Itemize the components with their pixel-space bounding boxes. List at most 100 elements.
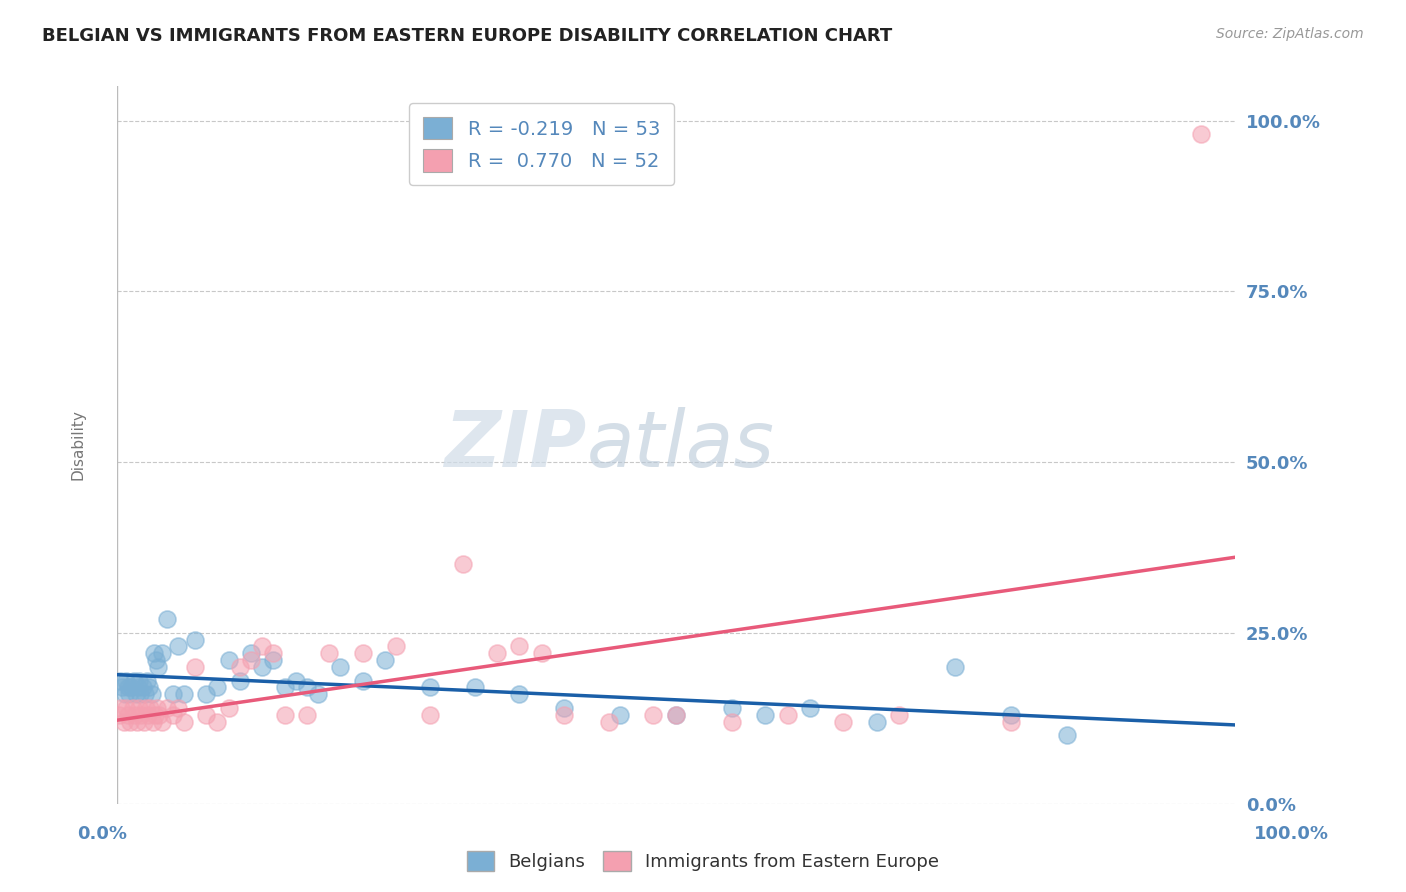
Text: Disability: Disability: [70, 409, 86, 481]
Point: [643, 707, 665, 722]
Point: [374, 653, 396, 667]
Point: [419, 681, 441, 695]
Point: [329, 660, 352, 674]
Point: [136, 707, 159, 722]
Text: ZIP: ZIP: [444, 407, 586, 483]
Point: [125, 714, 148, 729]
Point: [207, 714, 229, 729]
Point: [485, 646, 508, 660]
Point: [156, 701, 179, 715]
Point: [162, 707, 184, 722]
Point: [129, 687, 152, 701]
Point: [508, 640, 530, 654]
Point: [136, 673, 159, 688]
Point: [122, 673, 145, 688]
Point: [142, 714, 165, 729]
Point: [1056, 728, 1078, 742]
Point: [138, 681, 160, 695]
Point: [229, 673, 252, 688]
Point: [553, 707, 575, 722]
Point: [665, 707, 688, 722]
Legend: R = -0.219   N = 53, R =  0.770   N = 52: R = -0.219 N = 53, R = 0.770 N = 52: [409, 103, 673, 186]
Point: [131, 681, 153, 695]
Point: [148, 707, 170, 722]
Point: [120, 681, 142, 695]
Point: [146, 701, 169, 715]
Point: [132, 714, 155, 729]
Point: [117, 681, 139, 695]
Point: [195, 707, 218, 722]
Point: [135, 701, 157, 715]
Point: [128, 701, 150, 715]
Point: [156, 612, 179, 626]
Point: [134, 687, 156, 701]
Point: [250, 640, 273, 654]
Point: [128, 673, 150, 688]
Point: [295, 681, 318, 695]
Point: [127, 681, 149, 695]
Point: [167, 640, 190, 654]
Point: [754, 707, 776, 722]
Point: [218, 701, 240, 715]
Text: BELGIAN VS IMMIGRANTS FROM EASTERN EUROPE DISABILITY CORRELATION CHART: BELGIAN VS IMMIGRANTS FROM EASTERN EUROP…: [42, 27, 893, 45]
Point: [720, 701, 742, 715]
Point: [139, 701, 162, 715]
Point: [262, 646, 284, 660]
Point: [207, 681, 229, 695]
Point: [145, 653, 167, 667]
Point: [720, 714, 742, 729]
Point: [318, 646, 340, 660]
Point: [120, 714, 142, 729]
Text: atlas: atlas: [586, 407, 775, 483]
Point: [114, 701, 136, 715]
Point: [1000, 707, 1022, 722]
Point: [131, 707, 153, 722]
Point: [117, 707, 139, 722]
Point: [295, 707, 318, 722]
Point: [125, 687, 148, 701]
Point: [229, 660, 252, 674]
Point: [508, 687, 530, 701]
Point: [111, 681, 134, 695]
Point: [866, 714, 889, 729]
Text: 0.0%: 0.0%: [77, 825, 128, 843]
Point: [184, 660, 207, 674]
Point: [598, 714, 620, 729]
Point: [1000, 714, 1022, 729]
Point: [530, 646, 553, 660]
Point: [110, 673, 132, 688]
Point: [112, 714, 135, 729]
Point: [352, 646, 374, 660]
Point: [262, 653, 284, 667]
Point: [150, 714, 173, 729]
Point: [218, 653, 240, 667]
Point: [943, 660, 966, 674]
Point: [142, 646, 165, 660]
Point: [108, 707, 131, 722]
Point: [284, 673, 307, 688]
Point: [1189, 127, 1212, 141]
Point: [173, 687, 195, 701]
Point: [184, 632, 207, 647]
Text: 100.0%: 100.0%: [1254, 825, 1329, 843]
Point: [148, 660, 170, 674]
Point: [799, 701, 821, 715]
Point: [453, 558, 475, 572]
Point: [173, 714, 195, 729]
Point: [141, 687, 163, 701]
Point: [143, 707, 166, 722]
Point: [665, 707, 688, 722]
Point: [240, 653, 263, 667]
Point: [352, 673, 374, 688]
Point: [609, 707, 631, 722]
Point: [240, 646, 263, 660]
Point: [121, 701, 143, 715]
Text: Source: ZipAtlas.com: Source: ZipAtlas.com: [1216, 27, 1364, 41]
Point: [832, 714, 855, 729]
Point: [553, 701, 575, 715]
Point: [464, 681, 486, 695]
Point: [273, 681, 295, 695]
Point: [776, 707, 799, 722]
Point: [118, 687, 141, 701]
Point: [273, 707, 295, 722]
